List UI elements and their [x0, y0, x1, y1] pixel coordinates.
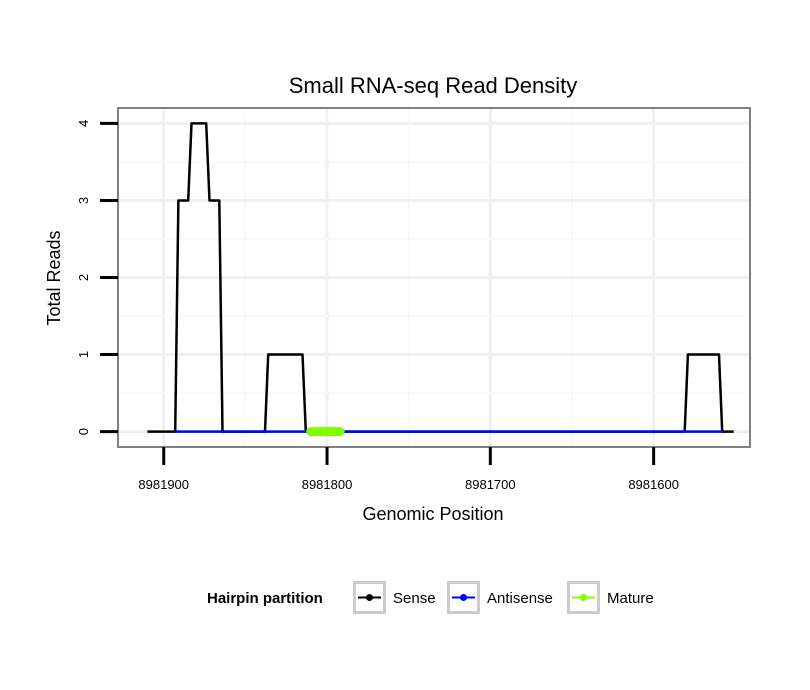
- legend-items: Sense Antisense Mature: [353, 581, 654, 614]
- legend-key-point: [366, 594, 373, 601]
- x-tick-label: 8981900: [138, 477, 189, 492]
- series-layer: [147, 122, 734, 437]
- x-axis-label: Genomic Position: [362, 504, 503, 524]
- y-tick-label: 3: [76, 197, 91, 204]
- legend-label-mature: Mature: [607, 590, 654, 607]
- legend-label-sense: Sense: [393, 590, 436, 607]
- x-tick-label: 8981600: [628, 477, 679, 492]
- grid: [118, 108, 750, 447]
- y-tick-label: 2: [76, 274, 91, 281]
- y-tick-label: 4: [76, 120, 91, 127]
- x-tick-label: 8981700: [465, 477, 516, 492]
- chart-title: Small RNA-seq Read Density: [289, 73, 578, 98]
- legend-key-point: [460, 594, 467, 601]
- legend-label-antisense: Antisense: [487, 590, 553, 607]
- x-tick-label: 8981800: [302, 477, 353, 492]
- legend-key-point: [580, 594, 587, 601]
- y-tick-label: 1: [76, 351, 91, 358]
- y-axis-label: Total Reads: [44, 230, 64, 325]
- x-axis: 8981900 8981800 8981700 8981600: [138, 447, 679, 492]
- legend: Hairpin partition Sense Antisense Mature: [207, 581, 654, 614]
- y-axis: 0 1 2 3 4: [76, 120, 118, 435]
- y-tick-label: 0: [76, 428, 91, 435]
- legend-title: Hairpin partition: [207, 590, 323, 607]
